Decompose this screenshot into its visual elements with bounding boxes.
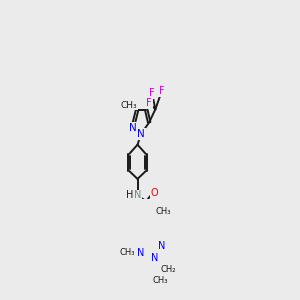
- Text: N: N: [134, 190, 141, 200]
- Text: CH₃: CH₃: [119, 248, 135, 257]
- Text: O: O: [150, 188, 158, 198]
- Text: CH₂: CH₂: [160, 265, 176, 274]
- Text: F: F: [149, 88, 155, 98]
- Text: CH₃: CH₃: [121, 101, 137, 110]
- Text: H: H: [126, 190, 134, 200]
- Text: N: N: [137, 248, 144, 257]
- Text: F: F: [159, 86, 164, 97]
- Text: N: N: [158, 241, 165, 251]
- Text: CH₃: CH₃: [153, 276, 168, 285]
- Text: N: N: [129, 123, 136, 133]
- Text: CH₃: CH₃: [155, 207, 171, 216]
- Text: F: F: [146, 98, 152, 108]
- Text: N: N: [137, 129, 145, 139]
- Text: N: N: [151, 253, 159, 263]
